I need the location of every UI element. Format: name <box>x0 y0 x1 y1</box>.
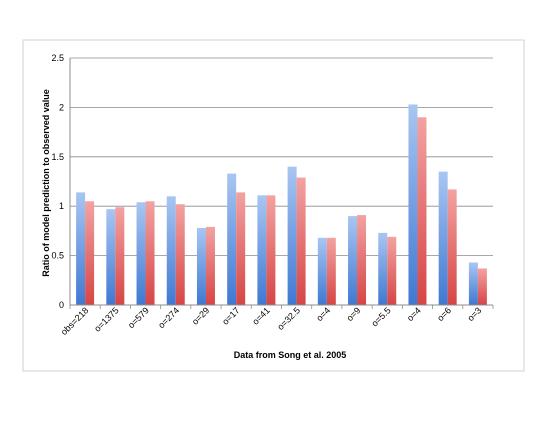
bar-series-1 <box>106 209 116 305</box>
bar-series-2 <box>85 201 95 305</box>
axes <box>69 58 494 309</box>
bar-series-2 <box>115 207 125 305</box>
bar-series-1 <box>257 195 267 305</box>
y-tick-label: 0 <box>59 300 64 310</box>
bar-series-2 <box>236 192 246 305</box>
bar-series-2 <box>175 204 185 305</box>
bar-series-1 <box>408 104 418 305</box>
bar-series-2 <box>205 226 215 305</box>
y-axis-title: Ratio of model prediction to observed va… <box>41 89 51 277</box>
y-tick-labels: 0 0.5 1 1.5 2 2.5 <box>51 53 64 310</box>
bars <box>76 104 487 305</box>
bar-series-2 <box>296 177 306 305</box>
bar-series-2 <box>266 195 276 305</box>
bar-series-2 <box>145 201 155 305</box>
x-axis-title: Data from Song et al. 2005 <box>234 350 347 360</box>
bar-series-1 <box>196 227 206 305</box>
y-tick-label: 1 <box>59 201 64 211</box>
bar-series-1 <box>468 262 478 305</box>
bar-series-1 <box>76 192 86 305</box>
bar-series-1 <box>378 232 388 305</box>
bar-series-1 <box>136 202 146 305</box>
bar-series-2 <box>357 215 367 305</box>
bar-series-2 <box>326 237 336 305</box>
bar-series-2 <box>477 268 487 305</box>
bar-series-2 <box>447 189 457 305</box>
y-tick-label: 2.5 <box>51 53 64 63</box>
bar-series-1 <box>438 171 448 305</box>
bar-series-1 <box>348 216 358 305</box>
bar-series-1 <box>166 196 176 305</box>
y-tick-label: 0.5 <box>51 251 64 261</box>
y-tick-label: 1.5 <box>51 152 64 162</box>
bar-series-2 <box>387 236 397 305</box>
bar-series-1 <box>317 237 327 305</box>
bar-series-1 <box>227 173 237 305</box>
bar-series-1 <box>287 166 297 305</box>
bar-series-2 <box>417 117 427 305</box>
y-tick-label: 2 <box>59 102 64 112</box>
